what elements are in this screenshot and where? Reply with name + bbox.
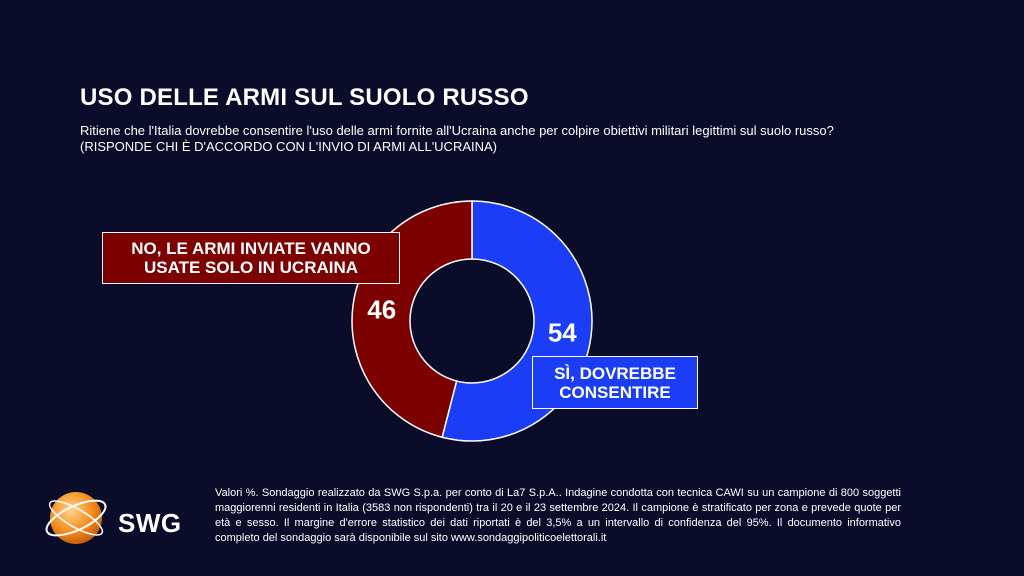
value-label-si: 54: [548, 317, 577, 347]
logo-text: SWG: [118, 508, 182, 538]
chart-subtitle: Ritiene che l'Italia dovrebbe consentire…: [80, 123, 834, 154]
globe-logo-icon: [45, 492, 107, 544]
label-no: NO, LE ARMI INVIATE VANNO USATE SOLO IN …: [102, 232, 400, 284]
value-label-no: 46: [367, 295, 396, 325]
label-si: SÌ, DOVREBBE CONSENTIRE: [532, 356, 698, 409]
footer-note: Valori %. Sondaggio realizzato da SWG S.…: [215, 487, 901, 544]
chart-title: USO DELLE ARMI SUL SUOLO RUSSO: [80, 84, 529, 111]
